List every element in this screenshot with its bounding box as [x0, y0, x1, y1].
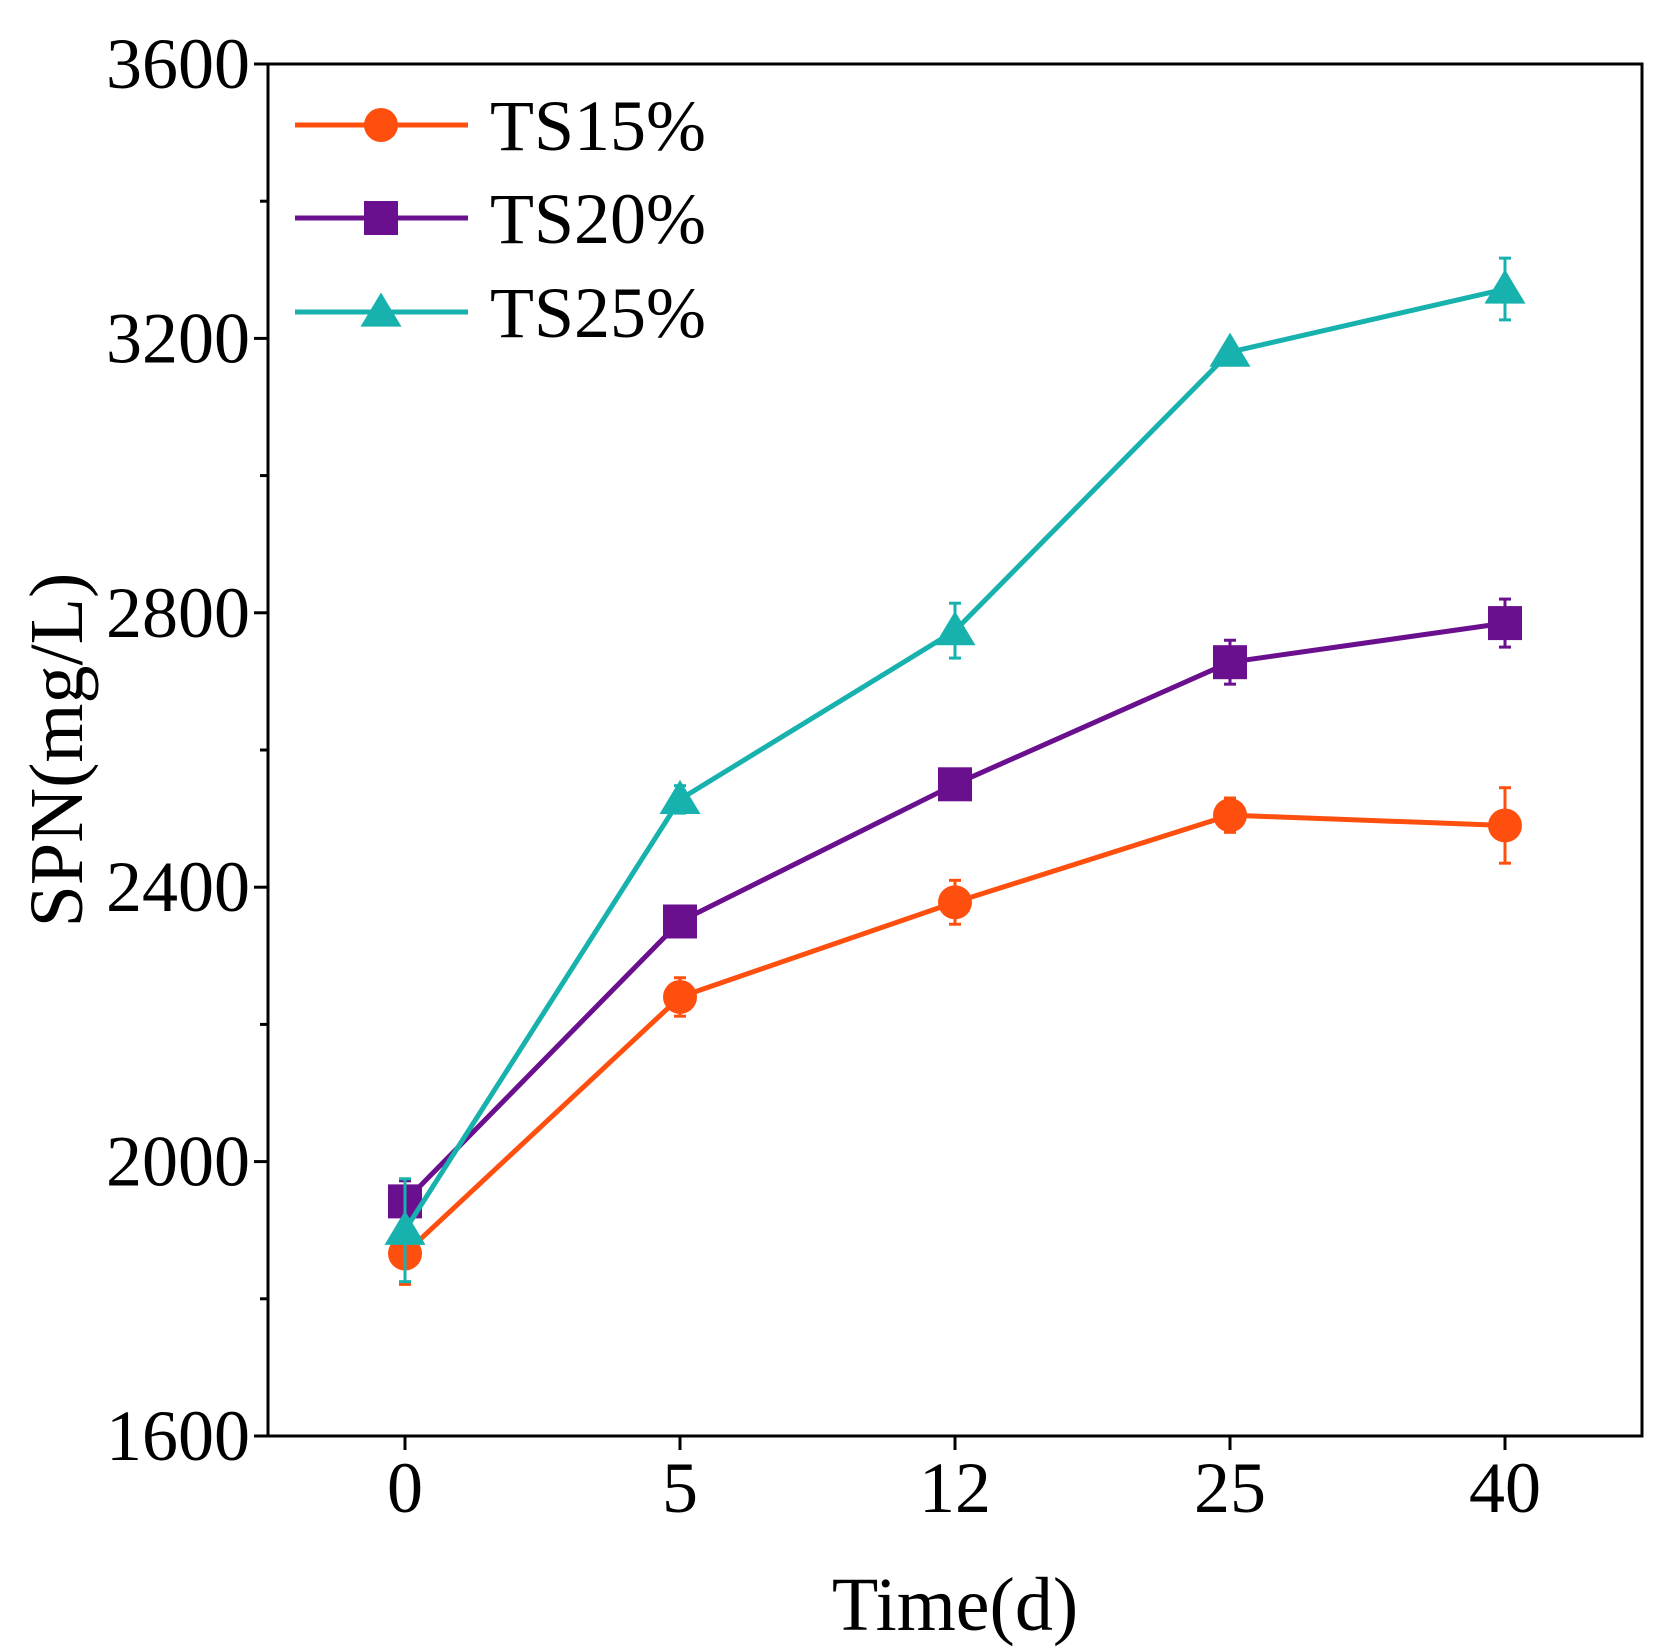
- series-ts20-pct: [388, 597, 1522, 1224]
- data-point: [1209, 332, 1251, 367]
- data-point: [1488, 808, 1522, 843]
- y-axis-title: SPN(mg/L): [15, 573, 99, 928]
- y-axis: 1600 2000 2400 2800 3200 3600: [106, 24, 268, 1476]
- legend-entry: TS25%: [295, 273, 706, 353]
- data-point: [1484, 269, 1526, 304]
- x-axis: 0 5 12 25 40: [387, 1436, 1541, 1528]
- legend-entry: TS15%: [295, 86, 706, 166]
- data-point: [934, 611, 976, 646]
- data-point: [364, 108, 398, 142]
- series-ts25-pct: [384, 256, 1526, 1284]
- data-point: [1213, 798, 1247, 833]
- data-point: [1488, 606, 1522, 641]
- x-tick-label: 12: [919, 1448, 991, 1528]
- legend-entry: TS20%: [295, 179, 706, 259]
- x-tick-label: 5: [662, 1448, 698, 1528]
- series-line: [402, 286, 1506, 1232]
- plot-frame: [266, 62, 1644, 1438]
- y-tick-label: 2000: [106, 1122, 250, 1202]
- legend-label: TS15%: [490, 86, 706, 166]
- legend: TS15% TS20% TS25%: [295, 86, 706, 353]
- series-ts15-pct: [388, 786, 1522, 1286]
- series-layer: [384, 256, 1526, 1286]
- data-point: [663, 904, 697, 939]
- data-point: [659, 779, 701, 815]
- y-tick-label: 3200: [106, 298, 250, 378]
- data-point: [938, 885, 972, 920]
- data-point: [384, 1210, 426, 1245]
- y-tick-label: 3600: [106, 24, 250, 104]
- data-point: [364, 201, 398, 235]
- y-tick-label: 2800: [106, 573, 250, 653]
- x-tick-label: 25: [1194, 1448, 1266, 1528]
- data-point: [663, 979, 697, 1014]
- data-point: [360, 292, 402, 327]
- legend-label: TS20%: [490, 179, 706, 259]
- y-tick-label: 2400: [106, 847, 250, 927]
- x-axis-title: Time(d): [832, 1563, 1078, 1647]
- data-point: [938, 767, 972, 802]
- data-point: [1213, 645, 1247, 680]
- x-tick-label: 0: [387, 1448, 423, 1528]
- x-tick-label: 40: [1469, 1448, 1541, 1528]
- legend-label: TS25%: [490, 273, 706, 353]
- y-tick-label: 1600: [106, 1396, 250, 1476]
